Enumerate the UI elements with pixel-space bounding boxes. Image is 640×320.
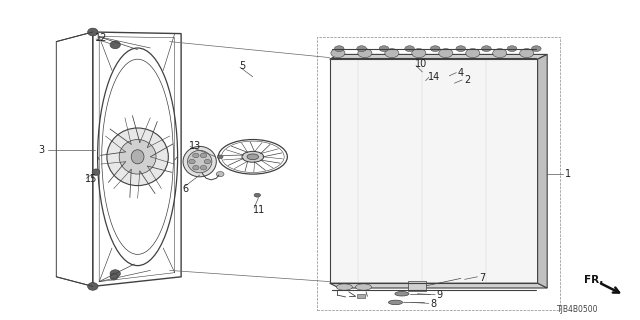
Text: 9: 9 xyxy=(436,290,443,300)
Ellipse shape xyxy=(189,159,195,164)
Text: 4: 4 xyxy=(458,68,464,78)
Ellipse shape xyxy=(188,150,212,173)
Ellipse shape xyxy=(379,46,389,52)
Ellipse shape xyxy=(242,151,264,162)
Ellipse shape xyxy=(412,49,426,58)
Text: 5: 5 xyxy=(239,60,245,71)
Ellipse shape xyxy=(356,284,371,290)
Ellipse shape xyxy=(493,49,507,58)
Ellipse shape xyxy=(200,165,207,170)
Ellipse shape xyxy=(358,49,372,58)
Ellipse shape xyxy=(507,46,517,52)
Ellipse shape xyxy=(404,46,415,52)
Ellipse shape xyxy=(88,28,98,36)
Ellipse shape xyxy=(254,193,260,197)
Text: 8: 8 xyxy=(430,299,436,309)
Polygon shape xyxy=(330,59,538,283)
Ellipse shape xyxy=(531,46,541,52)
Text: 12: 12 xyxy=(95,33,107,44)
Text: 15: 15 xyxy=(85,174,97,184)
Ellipse shape xyxy=(247,154,259,160)
Ellipse shape xyxy=(110,274,118,280)
Ellipse shape xyxy=(193,153,199,158)
Ellipse shape xyxy=(216,172,224,177)
Ellipse shape xyxy=(107,128,168,186)
Bar xyxy=(408,281,426,291)
Text: 1: 1 xyxy=(564,169,571,180)
Ellipse shape xyxy=(395,292,409,296)
Ellipse shape xyxy=(385,49,399,58)
Ellipse shape xyxy=(357,46,367,52)
Ellipse shape xyxy=(92,169,100,175)
Text: FR.: FR. xyxy=(584,275,604,285)
Ellipse shape xyxy=(193,165,199,170)
Text: 11: 11 xyxy=(253,204,265,215)
Ellipse shape xyxy=(110,270,120,277)
Ellipse shape xyxy=(204,159,211,164)
Bar xyxy=(357,294,365,298)
Ellipse shape xyxy=(217,155,223,159)
Ellipse shape xyxy=(335,46,344,52)
Ellipse shape xyxy=(183,147,216,177)
Ellipse shape xyxy=(466,49,480,58)
Ellipse shape xyxy=(520,49,534,58)
Bar xyxy=(317,37,560,310)
Polygon shape xyxy=(330,54,547,59)
Text: 6: 6 xyxy=(182,184,189,194)
Ellipse shape xyxy=(481,46,492,52)
Ellipse shape xyxy=(456,46,466,52)
Ellipse shape xyxy=(200,153,207,158)
Text: 2: 2 xyxy=(465,75,471,85)
Polygon shape xyxy=(330,283,547,288)
Ellipse shape xyxy=(439,49,453,58)
Polygon shape xyxy=(538,54,547,288)
Text: 10: 10 xyxy=(415,59,427,69)
Ellipse shape xyxy=(88,283,98,290)
Ellipse shape xyxy=(388,300,403,305)
Ellipse shape xyxy=(331,49,345,58)
Text: 7: 7 xyxy=(479,273,485,283)
Text: TJB4B0500: TJB4B0500 xyxy=(557,305,598,314)
Ellipse shape xyxy=(110,41,120,49)
Ellipse shape xyxy=(131,150,144,164)
Ellipse shape xyxy=(337,284,353,290)
Ellipse shape xyxy=(431,46,440,52)
Text: 3: 3 xyxy=(38,145,45,156)
Text: 14: 14 xyxy=(428,72,440,83)
Ellipse shape xyxy=(119,140,156,174)
Text: 13: 13 xyxy=(189,140,201,151)
